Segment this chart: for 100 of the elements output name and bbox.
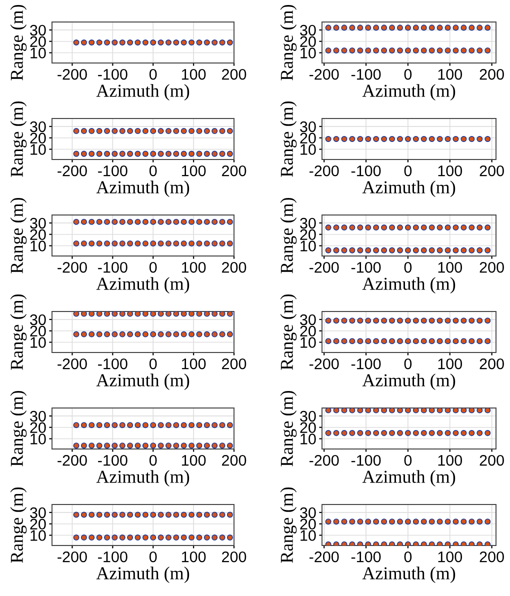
y-axis-title: Range (m) — [280, 294, 297, 370]
y-tick-label: 30 — [30, 507, 46, 518]
y-axis-title: Range (m) — [10, 487, 27, 563]
x-tick-label: -200 — [309, 68, 339, 80]
x-tick-label: 100 — [438, 68, 462, 80]
y-tick-label: 10 — [30, 240, 46, 252]
y-tick-label: 20 — [300, 422, 316, 434]
x-tick-label: 0 — [149, 358, 157, 370]
x-tick-label: -200 — [309, 551, 339, 562]
x-axis-title: Azimuth (m) — [362, 470, 456, 487]
x-tick-label: 200 — [222, 68, 246, 80]
y-tick-label: 10 — [30, 144, 46, 155]
x-tick-label: -100 — [351, 262, 381, 273]
y-tick-label: 30 — [30, 121, 46, 132]
x-tick-label: 100 — [438, 358, 462, 370]
x-tick-label: 0 — [149, 551, 157, 562]
x-axis-title: Azimuth (m) — [96, 277, 190, 294]
x-tick-label: -100 — [98, 454, 128, 466]
x-tick-label: 100 — [438, 165, 462, 176]
y-axis-title: Range (m) — [10, 390, 27, 466]
x-tick-label: -200 — [58, 68, 87, 80]
x-tick-label: 0 — [149, 68, 157, 80]
y-tick-label: 20 — [30, 518, 46, 530]
x-tick-label: 100 — [438, 454, 462, 466]
x-tick-label: -200 — [58, 262, 87, 273]
y-tick-label: 20 — [30, 422, 46, 434]
x-axis-title: Azimuth (m) — [362, 374, 456, 390]
y-tick-label: 20 — [300, 36, 316, 48]
x-tick-label: 0 — [404, 262, 412, 273]
y-axis-title: Range (m) — [280, 4, 297, 80]
x-tick-label: 200 — [480, 551, 504, 562]
x-tick-label: -200 — [309, 358, 339, 370]
x-tick-label: -100 — [351, 454, 381, 466]
y-tick-label: 10 — [300, 530, 316, 541]
x-tick-label: -200 — [58, 551, 87, 562]
y-tick-label: 20 — [300, 132, 316, 144]
y-tick-label: 20 — [300, 518, 316, 530]
x-tick-label: 0 — [404, 551, 412, 562]
y-tick-label: 10 — [30, 434, 46, 444]
y-tick-label: 20 — [30, 132, 46, 144]
x-tick-label: 100 — [182, 358, 206, 370]
x-tick-label: 0 — [404, 165, 412, 176]
y-tick-label: 10 — [30, 530, 46, 541]
x-tick-label: 0 — [404, 358, 412, 370]
x-tick-label: 0 — [149, 454, 157, 466]
y-axis-title: Range (m) — [10, 4, 27, 80]
y-tick-label: 30 — [30, 314, 46, 326]
x-tick-label: -200 — [309, 262, 339, 273]
x-tick-label: -100 — [351, 165, 381, 176]
x-tick-label: 100 — [182, 454, 206, 466]
y-axis-title: Range (m) — [280, 101, 297, 177]
x-tick-label: 200 — [222, 262, 246, 273]
x-tick-label: 200 — [480, 68, 504, 80]
x-tick-label: 200 — [480, 262, 504, 273]
x-axis-title: Azimuth (m) — [96, 374, 190, 390]
x-tick-label: -100 — [351, 358, 381, 370]
x-axis-title: Azimuth (m) — [96, 470, 190, 487]
y-axis-title: Range (m) — [10, 294, 27, 370]
y-tick-label: 30 — [300, 218, 316, 229]
y-tick-label: 10 — [30, 337, 46, 348]
x-tick-label: 200 — [222, 358, 246, 370]
x-tick-label: 100 — [182, 165, 206, 176]
x-axis-title: Azimuth (m) — [362, 277, 456, 294]
x-tick-label: -100 — [351, 68, 381, 80]
x-tick-label: 200 — [480, 358, 504, 370]
x-axis-title: Azimuth (m) — [96, 566, 190, 584]
y-axis-title: Range (m) — [280, 198, 297, 274]
x-axis-title: Azimuth (m) — [96, 84, 190, 101]
y-axis-title: Range (m) — [280, 390, 297, 466]
x-tick-label: -200 — [309, 454, 339, 466]
y-axis-title: Range (m) — [10, 198, 27, 274]
y-tick-label: 20 — [30, 326, 46, 337]
x-tick-label: 200 — [480, 165, 504, 176]
x-tick-label: -100 — [98, 358, 128, 370]
y-tick-label: 30 — [300, 24, 316, 36]
x-tick-label: 100 — [182, 551, 206, 562]
y-tick-label: 30 — [30, 410, 46, 422]
x-tick-label: 100 — [182, 68, 206, 80]
x-tick-label: -100 — [98, 165, 128, 176]
x-tick-label: 200 — [222, 165, 246, 176]
y-tick-label: 10 — [300, 144, 316, 155]
y-tick-label: 30 — [300, 507, 316, 518]
y-tick-label: 30 — [30, 24, 46, 36]
y-tick-label: 30 — [300, 410, 316, 422]
x-tick-label: 0 — [149, 165, 157, 176]
y-tick-label: 30 — [300, 121, 316, 132]
x-tick-label: -200 — [58, 358, 87, 370]
x-tick-label: 200 — [222, 454, 246, 466]
y-tick-label: 20 — [300, 229, 316, 240]
y-axis-title: Range (m) — [280, 487, 297, 563]
y-axis-title: Range (m) — [10, 101, 27, 177]
y-tick-label: 30 — [300, 314, 316, 326]
x-tick-label: 200 — [480, 454, 504, 466]
x-tick-label: 200 — [222, 551, 246, 562]
y-tick-label: 20 — [300, 326, 316, 337]
x-tick-label: 0 — [404, 68, 412, 80]
y-tick-label: 20 — [30, 229, 46, 240]
x-tick-label: 0 — [149, 262, 157, 273]
y-tick-label: 10 — [300, 337, 316, 348]
x-tick-label: 100 — [438, 551, 462, 562]
